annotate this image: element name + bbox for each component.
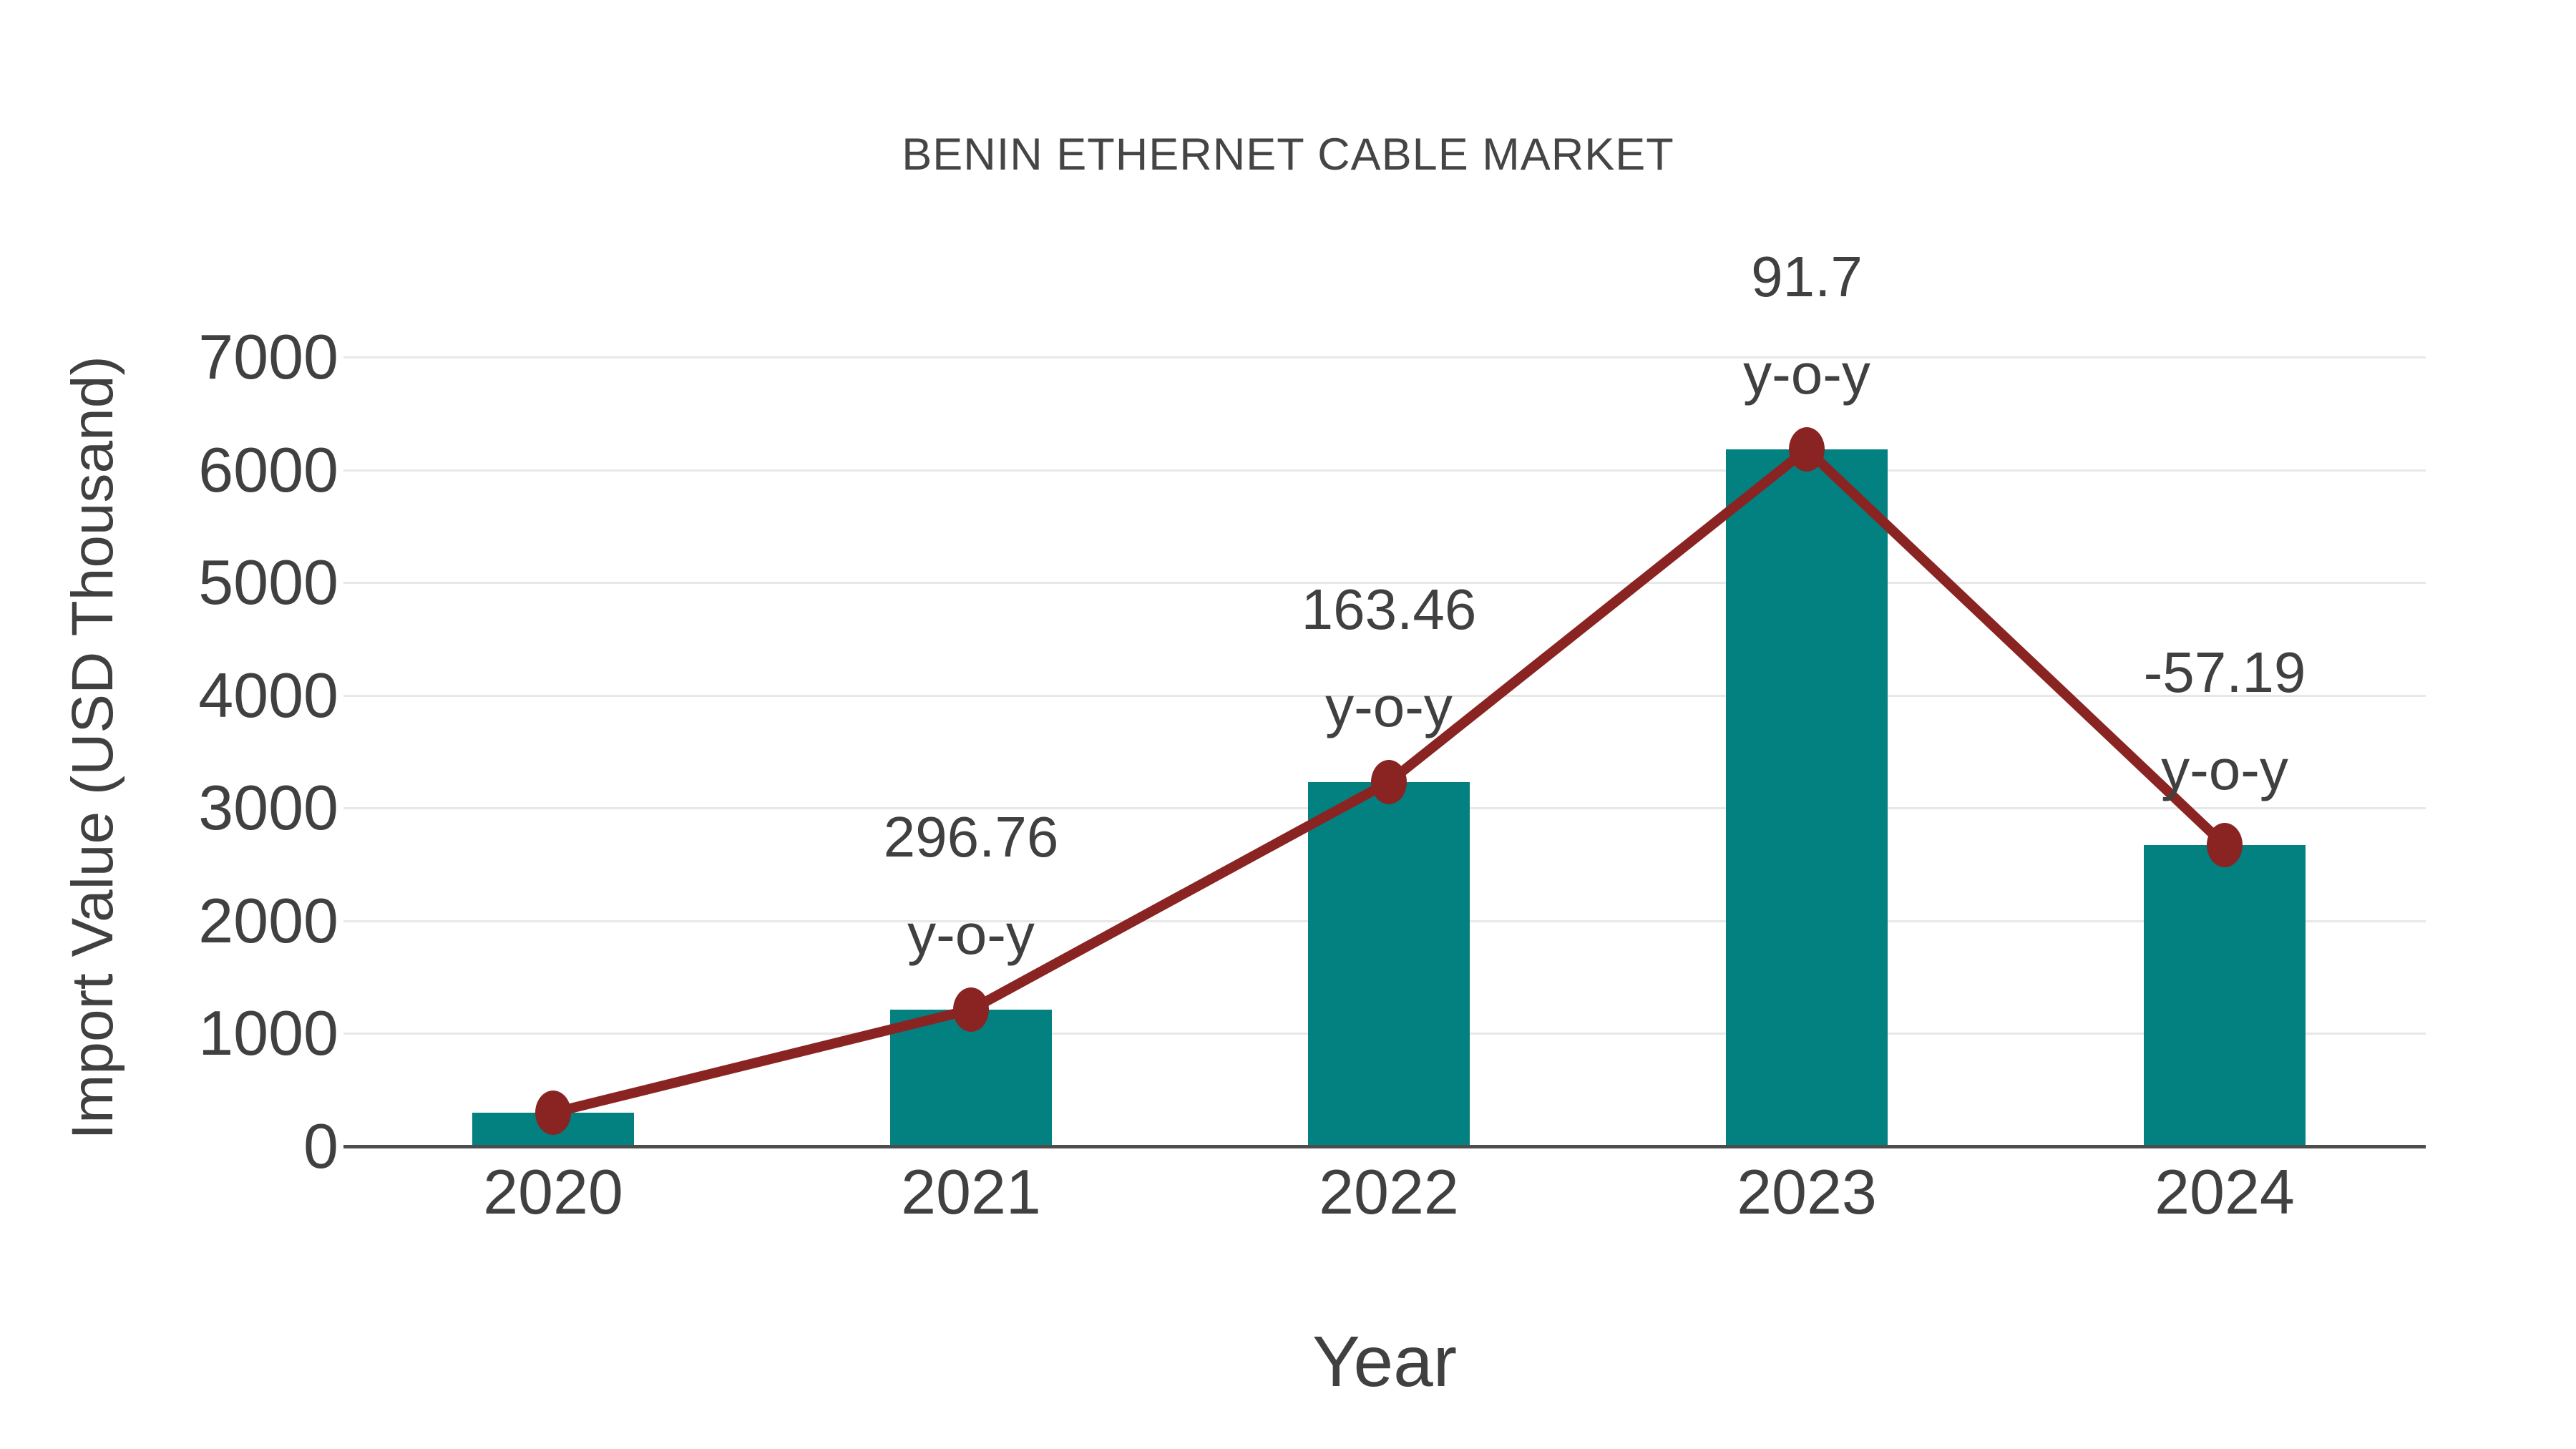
- annotation-suffix: y-o-y: [1743, 342, 1870, 406]
- chart-title: BENIN ETHERNET CABLE MARKET: [902, 130, 1674, 180]
- trend-marker: [535, 1091, 571, 1135]
- trend-marker: [2207, 823, 2243, 867]
- annotation-value: 296.76: [883, 805, 1059, 869]
- gridline: [343, 695, 2426, 697]
- trend-marker: [1789, 427, 1825, 472]
- y-tick-label: 1000: [198, 997, 338, 1068]
- x-tick-label: 2022: [1319, 1156, 1459, 1227]
- x-tick-label: 2023: [1737, 1156, 1877, 1227]
- y-tick-label: 6000: [198, 434, 338, 505]
- bar: [1308, 782, 1470, 1146]
- bar: [1726, 449, 1888, 1146]
- x-tick-label: 2024: [2155, 1156, 2295, 1227]
- trend-marker: [1371, 760, 1407, 804]
- x-tick-label: 2020: [483, 1156, 623, 1227]
- gridline: [343, 356, 2426, 358]
- annotation-suffix: y-o-y: [1325, 675, 1453, 738]
- annotation-suffix: y-o-y: [2161, 738, 2288, 801]
- y-tick-label: 0: [303, 1111, 338, 1181]
- annotation-suffix: y-o-y: [907, 902, 1035, 966]
- bar: [890, 1010, 1052, 1146]
- y-tick-label: 5000: [198, 547, 338, 618]
- x-axis-line: [343, 1145, 2426, 1148]
- trend-marker: [953, 987, 989, 1032]
- y-tick-label: 3000: [198, 772, 338, 843]
- x-axis-title: Year: [1312, 1322, 1458, 1402]
- y-tick-label: 4000: [198, 660, 338, 731]
- annotation-value: 163.46: [1301, 577, 1477, 641]
- x-tick-label: 2021: [901, 1156, 1041, 1227]
- y-tick-label: 2000: [198, 885, 338, 956]
- annotation-value: -57.19: [2143, 640, 2306, 704]
- gridline: [343, 582, 2426, 584]
- gridline: [343, 469, 2426, 472]
- y-tick-label: 7000: [198, 321, 338, 392]
- annotation-value: 91.7: [1751, 245, 1863, 308]
- bar: [2144, 845, 2306, 1146]
